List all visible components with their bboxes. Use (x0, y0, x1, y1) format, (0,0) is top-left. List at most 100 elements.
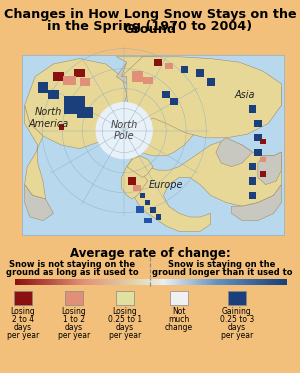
Bar (165, 279, 167, 285)
Bar (63, 76, 76, 85)
Bar (209, 279, 210, 285)
Bar (23, 279, 25, 285)
Bar (147, 279, 149, 285)
Bar (162, 91, 170, 98)
Bar (173, 279, 174, 285)
Bar (125, 279, 127, 285)
Bar (281, 279, 282, 285)
Bar (53, 279, 55, 285)
Bar (249, 192, 256, 199)
Bar (220, 279, 222, 285)
Bar (266, 279, 268, 285)
Bar (211, 279, 212, 285)
Text: Asia: Asia (235, 90, 255, 100)
Bar (153, 279, 154, 285)
Bar (131, 279, 133, 285)
Bar (248, 279, 250, 285)
Bar (235, 279, 237, 285)
Bar (155, 279, 156, 285)
Bar (29, 279, 30, 285)
Bar (123, 279, 124, 285)
Text: Snow is staying on the: Snow is staying on the (168, 260, 276, 269)
Text: much: much (168, 315, 190, 324)
Text: days: days (65, 323, 83, 332)
Bar (51, 279, 52, 285)
Bar (210, 279, 212, 285)
Bar (156, 214, 161, 220)
Bar (246, 279, 248, 285)
Bar (159, 279, 160, 285)
Bar (47, 279, 48, 285)
Bar (171, 279, 172, 285)
Polygon shape (25, 106, 46, 199)
Bar (65, 279, 66, 285)
Bar (182, 279, 184, 285)
Bar (41, 279, 43, 285)
Bar (179, 279, 181, 285)
Bar (87, 279, 88, 285)
Bar (170, 98, 178, 106)
Bar (251, 279, 253, 285)
Bar (120, 279, 122, 285)
Bar (254, 120, 262, 127)
Bar (169, 279, 170, 285)
Bar (65, 291, 83, 305)
Bar (185, 279, 187, 285)
Bar (133, 279, 134, 285)
Bar (264, 279, 266, 285)
Bar (228, 279, 230, 285)
Bar (162, 279, 164, 285)
Bar (122, 279, 124, 285)
Bar (236, 279, 238, 285)
Bar (164, 279, 166, 285)
Bar (196, 69, 204, 76)
Bar (190, 279, 191, 285)
Bar (140, 279, 142, 285)
Bar (219, 279, 221, 285)
Bar (234, 279, 236, 285)
Bar (203, 279, 205, 285)
Text: Losing: Losing (61, 307, 86, 316)
Bar (30, 279, 32, 285)
Bar (83, 279, 84, 285)
Polygon shape (127, 156, 153, 178)
Bar (187, 279, 188, 285)
Bar (283, 279, 284, 285)
Bar (139, 279, 140, 285)
Bar (82, 279, 83, 285)
Bar (213, 279, 214, 285)
Bar (257, 279, 259, 285)
Bar (216, 279, 218, 285)
Bar (21, 279, 23, 285)
Bar (116, 291, 134, 305)
Bar (91, 279, 93, 285)
Bar (160, 279, 162, 285)
Bar (238, 279, 240, 285)
Bar (121, 279, 122, 285)
Bar (218, 279, 220, 285)
Bar (263, 279, 264, 285)
Bar (269, 279, 271, 285)
Bar (207, 279, 208, 285)
Text: Losing: Losing (112, 307, 137, 316)
Bar (94, 279, 96, 285)
Bar (144, 218, 152, 223)
Bar (28, 279, 29, 285)
Bar (81, 279, 82, 285)
Text: in the Spring (1970 to 2004): in the Spring (1970 to 2004) (47, 20, 253, 33)
Bar (80, 279, 81, 285)
Bar (229, 279, 230, 285)
Bar (64, 96, 85, 115)
Bar (167, 279, 168, 285)
Bar (260, 157, 266, 162)
Bar (256, 279, 258, 285)
Bar (260, 171, 266, 176)
Bar (54, 279, 56, 285)
Bar (128, 178, 136, 185)
Bar (149, 279, 151, 285)
Bar (161, 279, 163, 285)
Text: per year: per year (7, 331, 39, 340)
Bar (34, 279, 36, 285)
Bar (76, 279, 78, 285)
Bar (61, 279, 62, 285)
